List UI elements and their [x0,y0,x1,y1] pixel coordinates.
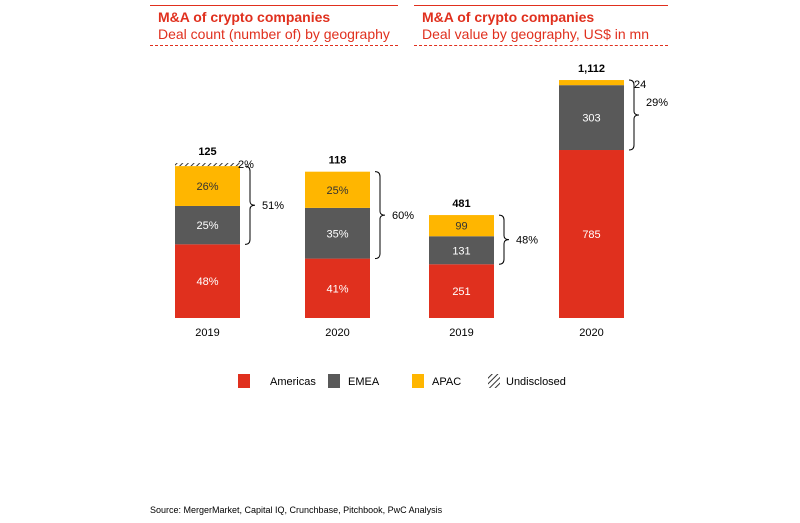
legend-swatch-apac [412,374,424,388]
bar-apac-2019 [175,166,240,206]
data-label-americas: 251 [452,286,470,298]
data-label-emea: 303 [582,113,600,125]
x-tick-2020: 2020 [579,327,603,339]
total-label-2020: 118 [329,155,347,167]
right-chart-subtitle: Deal value by geography, US$ in mn [422,26,649,42]
bracket-label: 48% [516,235,538,247]
source-note: Source: MergerMarket, Capital IQ, Crunch… [150,505,443,515]
legend-swatch-undisclosed [488,374,500,388]
bracket [628,79,640,151]
total-label-2020: 1,112 [578,63,605,75]
bar-americas-2020 [305,258,370,318]
x-tick-2019: 2019 [195,327,219,339]
bracket [374,171,386,260]
bar-americas-2019 [429,264,494,318]
bracket [244,165,256,245]
bar-apac-2019 [429,215,494,237]
x-tick-2020: 2020 [325,327,349,339]
data-label-undisclosed: 2% [238,159,254,171]
legend-label-americas: Americas [270,376,316,388]
bar-emea-2020 [559,85,624,151]
bracket [498,214,510,265]
bar-americas-2020 [559,150,624,318]
bar-undisclosed-2019 [175,163,240,167]
bracket-label: 29% [646,97,668,109]
bracket-label: 60% [392,210,414,222]
legend-label-undisclosed: Undisclosed [506,376,566,388]
data-label-apac: 24 [634,79,646,91]
data-label-americas: 41% [326,283,348,295]
total-label-2019: 125 [198,146,216,158]
bar-apac-2020 [305,171,370,208]
data-label-apac: 26% [196,181,218,193]
bar-emea-2019 [175,205,240,245]
right-chart-title: M&A of crypto companies [422,9,595,25]
data-label-americas: 785 [582,229,600,241]
right-chart-header: M&A of crypto companies Deal value by ge… [414,5,668,46]
bar-americas-2019 [175,244,240,318]
data-label-emea: 131 [452,245,470,257]
x-tick-2019: 2019 [449,327,473,339]
legend-swatch-emea [328,374,340,388]
legend-swatch-americas [238,374,250,388]
data-label-emea: 35% [326,228,348,240]
left-chart-header: M&A of crypto companies Deal count (numb… [150,5,398,46]
legend-label-emea: EMEA [348,376,380,388]
bracket-label: 51% [262,200,284,212]
left-chart-subtitle: Deal count (number of) by geography [158,26,390,42]
data-label-apac: 99 [455,221,467,233]
data-label-apac: 25% [326,185,348,197]
data-label-americas: 48% [196,276,218,288]
bar-apac-2020 [559,80,624,86]
bar-emea-2019 [429,236,494,265]
bar-emea-2020 [305,207,370,259]
total-label-2019: 481 [452,198,470,210]
legend-label-apac: APAC [432,376,461,388]
data-label-emea: 25% [196,220,218,232]
left-chart-title: M&A of crypto companies [158,9,331,25]
